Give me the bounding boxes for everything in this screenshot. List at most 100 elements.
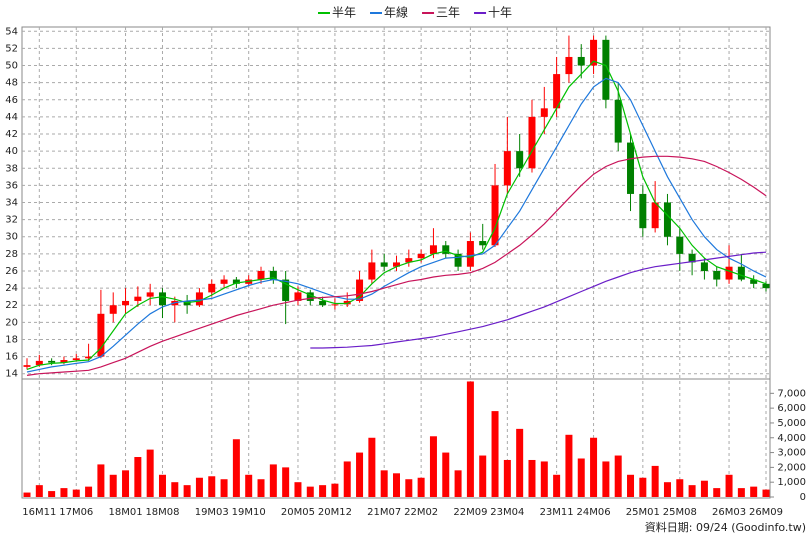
- x-tick-label: 19M03: [195, 507, 229, 518]
- volume-bar: [208, 476, 216, 497]
- y-tick-label: 40: [5, 146, 18, 157]
- x-tick-label: 20M05: [281, 507, 315, 518]
- candle-body: [319, 300, 327, 306]
- volume-bar: [713, 488, 721, 497]
- volume-bar: [195, 477, 203, 497]
- candle-body: [466, 241, 474, 267]
- x-tick-label: 23M11: [540, 507, 574, 518]
- candle-body: [688, 253, 696, 263]
- legend-label: 三年: [436, 6, 460, 20]
- ma-line: [26, 60, 767, 370]
- candle-body: [269, 270, 277, 280]
- y-tick-label: 36: [5, 180, 18, 191]
- legend-label: 年線: [384, 5, 408, 20]
- volume-bar: [282, 467, 290, 497]
- candle-body: [479, 241, 487, 246]
- candle-body: [700, 262, 708, 271]
- candle-body: [257, 270, 265, 280]
- volume-tick-label: 0: [800, 492, 806, 503]
- candle-body: [48, 360, 56, 363]
- volume-bar: [294, 482, 302, 497]
- volume-bar: [319, 485, 327, 497]
- candle-body: [23, 365, 31, 367]
- volume-bar: [750, 486, 758, 497]
- candle-body: [540, 108, 548, 117]
- volume-bar: [700, 480, 708, 497]
- volume-bar: [269, 464, 277, 497]
- ma-line: [26, 77, 767, 373]
- volume-bar: [146, 449, 154, 497]
- x-tick-label: 24M06: [577, 507, 611, 518]
- candle-body: [750, 279, 758, 284]
- volume-bar: [479, 455, 487, 497]
- candle-body: [429, 245, 437, 254]
- volume-bar: [516, 428, 524, 497]
- candle-body: [331, 304, 339, 306]
- volume-bar: [417, 477, 425, 497]
- volume-bar: [343, 461, 351, 497]
- candle-body: [417, 253, 425, 259]
- volume-bar: [676, 479, 684, 497]
- candle-body: [356, 279, 364, 301]
- x-tick-label: 23M04: [490, 507, 524, 518]
- volume-bar: [540, 461, 548, 497]
- volume-bar: [602, 461, 610, 497]
- y-tick-label: 30: [5, 232, 18, 243]
- candle-body: [491, 185, 499, 246]
- candle-body: [393, 262, 400, 267]
- volume-bar: [171, 482, 179, 497]
- candle-body: [553, 74, 561, 109]
- volume-bar: [762, 489, 770, 497]
- volume-bar: [183, 485, 191, 497]
- x-tick-label: 26M03: [712, 507, 746, 518]
- x-tick-label: 18M08: [145, 507, 179, 518]
- volume-bar: [60, 488, 68, 497]
- y-tick-label: 18: [5, 334, 18, 345]
- candle-body: [72, 358, 80, 361]
- volume-tick-label: 2,000: [777, 462, 806, 473]
- candle-body: [368, 262, 376, 280]
- y-tick-label: 34: [5, 198, 18, 209]
- candle-body: [294, 292, 302, 301]
- y-tick-label: 54: [5, 26, 18, 37]
- candle-body: [343, 300, 351, 305]
- volume-bar: [72, 489, 80, 497]
- y-tick-label: 28: [5, 249, 18, 260]
- volume-bar: [158, 474, 166, 497]
- volume-bar: [97, 464, 105, 497]
- candle-body: [282, 279, 290, 301]
- y-tick-label: 26: [5, 266, 18, 277]
- candle-body: [639, 193, 647, 229]
- candle-body: [109, 305, 117, 314]
- volume-bar: [245, 474, 253, 497]
- x-tick-label: 21M07: [367, 507, 401, 518]
- y-tick-label: 46: [5, 95, 18, 106]
- candle-body: [762, 283, 770, 289]
- candle-body: [60, 360, 68, 363]
- candle-body: [713, 270, 721, 280]
- candle-body: [725, 266, 733, 280]
- volume-bar: [405, 479, 413, 497]
- y-tick-label: 20: [5, 317, 18, 328]
- candle-body: [565, 56, 573, 75]
- candle-body: [146, 292, 154, 297]
- volume-bar: [454, 470, 462, 497]
- volume-bar: [737, 488, 745, 497]
- volume-bar: [331, 483, 339, 497]
- candle-body: [232, 279, 240, 284]
- candle-body: [405, 258, 413, 263]
- candle-body: [651, 202, 659, 229]
- candle-body: [442, 245, 450, 254]
- y-tick-label: 42: [5, 129, 18, 140]
- volume-tick-label: 4,000: [777, 433, 806, 444]
- volume-bar: [466, 381, 474, 497]
- x-tick-label: 22M09: [453, 507, 487, 518]
- volume-bar: [442, 452, 450, 497]
- legend-label: 半年: [332, 6, 356, 20]
- volume-bar: [688, 485, 696, 497]
- x-tick-label: 16M11: [22, 507, 56, 518]
- volume-tick-label: 5,000: [777, 418, 806, 429]
- x-tick-label: 22M02: [404, 507, 438, 518]
- x-tick-label: 20M12: [318, 507, 352, 518]
- candle-body: [577, 56, 585, 66]
